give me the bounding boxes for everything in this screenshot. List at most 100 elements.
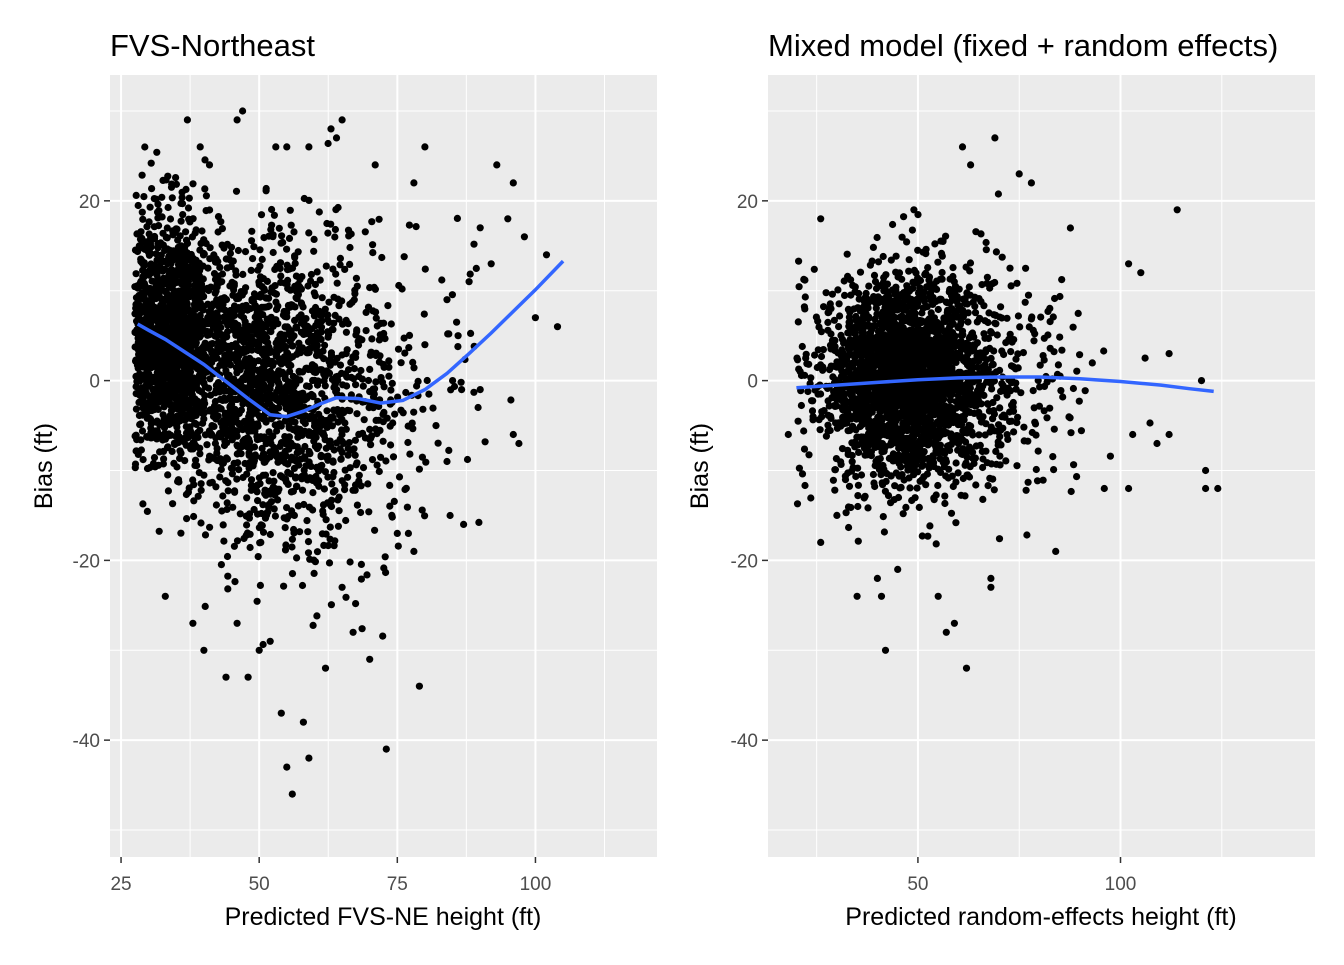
data-point <box>312 292 319 299</box>
data-point <box>318 324 325 331</box>
data-point <box>353 328 360 335</box>
data-point <box>226 372 233 379</box>
data-point <box>323 263 330 270</box>
data-point <box>314 268 321 275</box>
data-point <box>270 469 277 476</box>
data-point <box>422 266 429 273</box>
data-point <box>798 402 805 409</box>
data-point <box>416 466 423 473</box>
data-point <box>337 445 344 452</box>
data-point <box>196 387 203 394</box>
data-point <box>380 361 387 368</box>
data-point <box>288 222 295 229</box>
data-point <box>186 218 193 225</box>
data-point <box>196 427 203 434</box>
data-point <box>213 325 220 332</box>
data-point <box>135 202 142 209</box>
data-point <box>164 443 171 450</box>
data-point <box>328 601 335 608</box>
data-point <box>389 380 396 387</box>
data-point <box>344 374 351 381</box>
data-point <box>148 243 155 250</box>
data-point <box>257 345 264 352</box>
data-point <box>405 344 412 351</box>
data-point <box>262 335 269 342</box>
data-point <box>404 504 411 511</box>
data-point <box>212 440 219 447</box>
data-point <box>145 361 152 368</box>
data-point <box>345 232 352 239</box>
data-point <box>378 254 385 261</box>
data-point <box>218 466 225 473</box>
data-point <box>410 179 417 186</box>
data-point <box>905 268 912 275</box>
data-point <box>309 489 316 496</box>
data-point <box>179 200 186 207</box>
data-point <box>198 327 205 334</box>
data-point <box>234 620 241 627</box>
data-point <box>168 387 175 394</box>
data-point <box>136 294 143 301</box>
data-point <box>327 524 334 531</box>
data-point <box>383 746 390 753</box>
data-point <box>935 466 942 473</box>
data-point <box>374 322 381 329</box>
data-point <box>449 291 456 298</box>
data-point <box>221 438 228 445</box>
data-point <box>366 656 373 663</box>
data-point <box>271 290 278 297</box>
data-point <box>854 304 861 311</box>
data-point <box>215 457 222 464</box>
data-point <box>329 376 336 383</box>
data-point <box>206 524 213 531</box>
data-point <box>260 285 267 292</box>
data-point <box>227 256 234 263</box>
data-point <box>413 223 420 230</box>
data-point <box>197 519 204 526</box>
data-point <box>836 300 843 307</box>
data-point <box>254 267 261 274</box>
data-point <box>363 309 370 316</box>
data-point <box>331 359 338 366</box>
data-point <box>289 791 296 798</box>
data-point <box>140 193 147 200</box>
data-point <box>311 433 318 440</box>
data-point <box>180 291 187 298</box>
data-point <box>228 343 235 350</box>
data-point <box>251 408 258 415</box>
data-point <box>276 225 283 232</box>
data-point <box>849 413 856 420</box>
data-point <box>199 350 206 357</box>
data-point <box>360 464 367 471</box>
data-point <box>983 246 990 253</box>
data-point <box>889 221 896 228</box>
data-point <box>133 383 140 390</box>
data-point <box>165 204 172 211</box>
data-point <box>221 294 228 301</box>
data-point <box>338 351 345 358</box>
data-point <box>207 392 214 399</box>
data-point <box>803 360 810 367</box>
data-point <box>205 385 212 392</box>
data-point <box>235 304 242 311</box>
data-point <box>215 302 222 309</box>
data-point <box>329 326 336 333</box>
data-point <box>148 185 155 192</box>
data-point <box>216 473 223 480</box>
data-point <box>278 240 285 247</box>
data-point <box>244 529 251 536</box>
data-point <box>283 349 290 356</box>
data-point <box>132 433 139 440</box>
data-point <box>952 519 959 526</box>
data-point <box>229 465 236 472</box>
data-point <box>419 406 426 413</box>
data-point <box>926 273 933 280</box>
data-point <box>220 538 227 545</box>
data-point <box>365 377 372 384</box>
data-point <box>330 320 337 327</box>
data-point <box>249 483 256 490</box>
data-point <box>388 320 395 327</box>
data-point <box>255 553 262 560</box>
data-point <box>330 469 337 476</box>
